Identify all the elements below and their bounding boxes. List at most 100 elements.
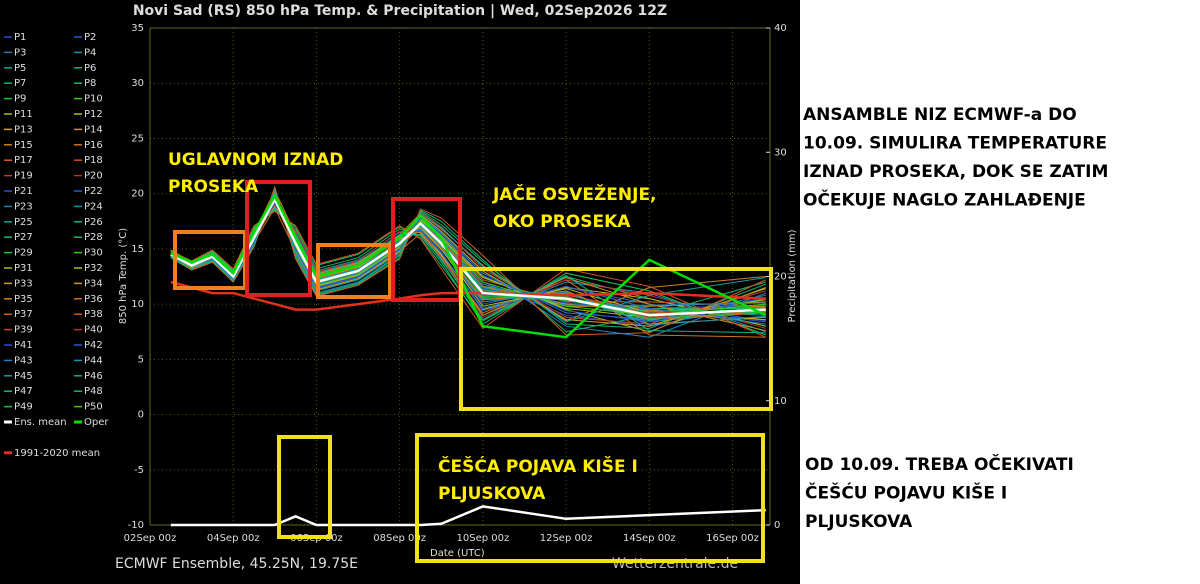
y2-tick-label: 20 (774, 272, 787, 283)
side-note: IZNAD PROSEKA, DOK SE ZATIM (803, 162, 1108, 182)
y2-tick-label: 0 (774, 520, 780, 531)
legend-label: P33 (14, 278, 33, 289)
highlight-box (316, 243, 392, 299)
footer-left: ECMWF Ensemble, 45.25N, 19.75E (115, 556, 358, 572)
y-tick-label: 5 (138, 354, 144, 365)
legend-label: P23 (14, 201, 33, 212)
legend-label: P39 (14, 325, 33, 336)
y-tick-label: 0 (138, 410, 144, 421)
y-tick-label: -5 (134, 465, 144, 476)
legend-label: P40 (84, 325, 103, 336)
highlight-boxes (173, 180, 773, 563)
highlight-box (277, 435, 332, 539)
overlay: P1 P2 P3 P4 P5 P6 P7 P8 P9 P10 P11 P12 P13 P14 P15 P16 P… (4, 32, 1108, 532)
legend-label: P7 (14, 78, 26, 89)
legend-label: P15 (14, 140, 33, 151)
y2-tick-label: 40 (774, 23, 787, 34)
legend-label: P26 (84, 217, 103, 228)
y-axis-label: 850 hPa Temp. (°C) (118, 228, 129, 324)
side-note: ČEŠĆU POJAVU KIŠE I (805, 482, 1007, 504)
legend-label: P18 (84, 155, 103, 166)
x-tick-label: 16Sep 00z (706, 533, 759, 544)
y2-tick-label: 10 (774, 396, 787, 407)
legend-label: P22 (84, 186, 103, 197)
legend-label: P29 (14, 248, 33, 259)
side-note: OČEKUJE NAGLO ZAHLAĐENJE (803, 189, 1086, 211)
legend-label: P49 (14, 402, 33, 413)
legend-label: P47 (14, 386, 33, 397)
y-tick-label: 30 (131, 78, 144, 89)
y2-tick-label: 30 (774, 147, 787, 158)
legend-label: P1 (14, 32, 26, 43)
legend-label: 1991-2020 mean (14, 448, 100, 459)
legend-label: P2 (84, 32, 96, 43)
legend-label: P42 (84, 340, 103, 351)
legend-label: P35 (14, 294, 33, 305)
legend-label: P38 (84, 309, 103, 320)
y-tick-label: 35 (131, 23, 144, 34)
legend-label: P31 (14, 263, 33, 274)
legend-label: Oper (84, 417, 109, 428)
legend-label: P43 (14, 355, 33, 366)
legend-label: P24 (84, 201, 103, 212)
legend-label: P32 (84, 263, 103, 274)
annotation: ČEŠĆA POJAVA KIŠE I (438, 455, 638, 477)
legend-label: P34 (84, 278, 103, 289)
legend-label: P6 (84, 63, 96, 74)
series-line (170, 196, 766, 317)
legend-label: P4 (84, 47, 96, 58)
legend-label: Ens. mean (14, 417, 67, 428)
legend-label: P20 (84, 171, 103, 182)
highlight-box (391, 197, 462, 302)
legend-label: P28 (84, 232, 103, 243)
highlight-box (415, 433, 765, 563)
legend-label: P17 (14, 155, 33, 166)
legend-label: P8 (84, 78, 96, 89)
legend-label: P44 (84, 355, 103, 366)
annotation: PROSEKA (168, 177, 259, 197)
side-note: ANSAMBLE NIZ ECMWF-a DO (803, 105, 1077, 125)
y-tick-label: 15 (131, 244, 144, 255)
legend-label: P5 (14, 63, 26, 74)
legend-label: P25 (14, 217, 33, 228)
x-tick-label: 02Sep 00z (124, 533, 177, 544)
annotation: PLJUSKOVA (438, 484, 546, 504)
annotation: JAČE OSVEŽENJE, (492, 183, 657, 205)
y-tick-label: 25 (131, 133, 144, 144)
series-line (170, 193, 767, 339)
precip-line (170, 505, 766, 527)
legend-label: P13 (14, 124, 33, 135)
x-tick-label: 14Sep 00z (623, 533, 676, 544)
legend-label: P50 (84, 402, 103, 413)
side-note: OD 10.09. TREBA OČEKIVATI (805, 453, 1074, 475)
annotation: OKO PROSEKA (493, 212, 631, 232)
legend-label: P11 (14, 109, 33, 120)
x-tick-label: 12Sep 00z (540, 533, 593, 544)
side-note: PLJUSKOVA (805, 512, 913, 532)
y-tick-label: 20 (131, 189, 144, 200)
legend-label: P41 (14, 340, 33, 351)
legend-label: P12 (84, 109, 103, 120)
legend-label: P36 (84, 294, 103, 305)
legend-label: P27 (14, 232, 33, 243)
y2-axis-label: Precipitation (mm) (787, 229, 798, 322)
legend-label: P16 (84, 140, 103, 151)
legend-label: P37 (14, 309, 33, 320)
side-note: 10.09. SIMULIRA TEMPERATURE (803, 134, 1107, 154)
footer-right: Wetterzentrale.de (612, 556, 738, 572)
y-tick-label: -10 (128, 520, 144, 531)
legend-label: P45 (14, 371, 33, 382)
x-tick-label: 08Sep 00z (373, 533, 426, 544)
legend-label: P21 (14, 186, 33, 197)
x-tick-label: 04Sep 00z (207, 533, 260, 544)
legend-label: P14 (84, 124, 103, 135)
legend-label: P10 (84, 94, 103, 105)
y-tick-label: 10 (131, 299, 144, 310)
legend-label: P9 (14, 94, 26, 105)
annotation: UGLAVNOM IZNAD (168, 150, 343, 170)
legend-label: P30 (84, 248, 103, 259)
series-line (170, 280, 766, 311)
legend-label: P19 (14, 171, 33, 182)
x-axis-label: Date (UTC) (430, 548, 485, 559)
